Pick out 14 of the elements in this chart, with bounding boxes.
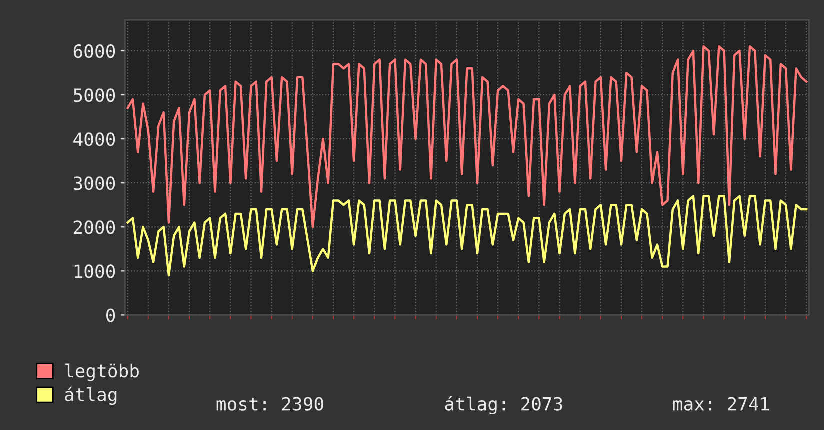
legend-label: átlag	[65, 386, 117, 406]
text: átlag: 2073	[445, 396, 562, 415]
y-tick-label: 1000	[74, 264, 116, 278]
line-series	[126, 195, 808, 277]
text: most: 2390	[216, 397, 324, 411]
y-tick-label: 4000	[74, 132, 116, 146]
y-tick-label: 3000	[74, 176, 116, 190]
y-tick-label: 5000	[74, 88, 116, 102]
y-tick-label: 0	[106, 308, 116, 322]
y-tick-label: 2000	[74, 220, 116, 234]
line-series	[126, 46, 808, 228]
y-tick-label: 6000	[74, 44, 116, 58]
text: max: 2741	[673, 397, 769, 411]
legend-label: legtöbb	[65, 364, 139, 382]
